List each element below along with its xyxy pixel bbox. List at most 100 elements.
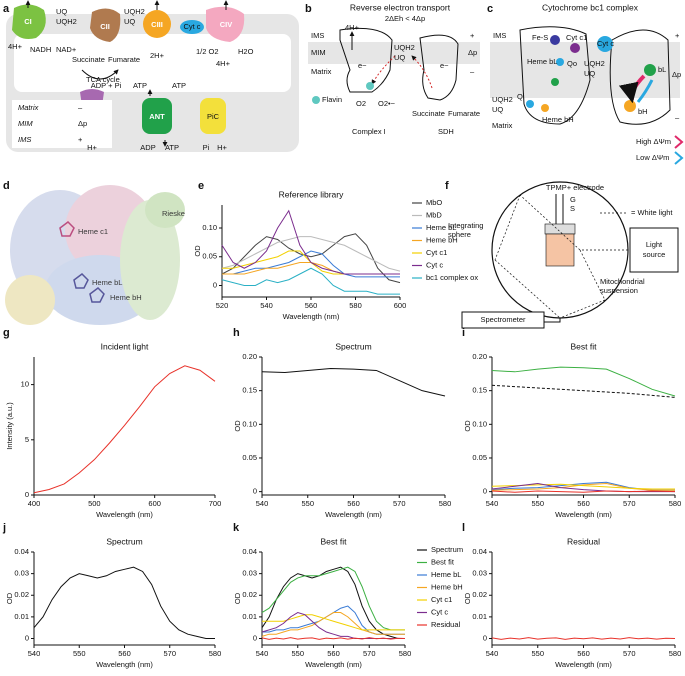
- label: Complex I: [352, 127, 386, 136]
- x-tick-label: 540: [28, 649, 41, 658]
- y-tick-label: 0: [253, 487, 257, 496]
- y-tick-label: 10: [21, 380, 29, 389]
- bc1-outline: [609, 29, 671, 125]
- spectrometer: [461, 311, 545, 329]
- chart-title: Best fit: [321, 536, 348, 546]
- label: High ΔΨm: [636, 137, 671, 146]
- y-axis-label: OD: [233, 420, 242, 432]
- ant: [142, 98, 172, 134]
- panel-letter: g: [3, 327, 10, 339]
- label: suspension: [600, 286, 638, 295]
- label: Cyt c: [597, 39, 614, 48]
- y-tick-label: 0.20: [472, 352, 487, 361]
- chart: Spectrum 0 0.01 0.02 0.03 0.04 540 550 560 570 580…: [5, 536, 221, 669]
- legend-label: Heme bL: [426, 223, 456, 232]
- label: +: [675, 31, 680, 40]
- x-tick-label: 580: [669, 649, 682, 658]
- x-tick-label: 400: [28, 499, 41, 508]
- chart-title: Spectrum: [335, 341, 371, 351]
- label: O2: [356, 99, 366, 108]
- y-tick-label: 0.04: [472, 547, 487, 556]
- label: IMS: [493, 31, 506, 40]
- label: Light: [646, 240, 663, 249]
- y-tick-label: 0.05: [472, 453, 487, 462]
- y-tick-label: 0.15: [472, 386, 487, 395]
- chart-title: Best fit: [571, 341, 598, 351]
- label: ATP: [172, 81, 186, 90]
- label: Succinate: [72, 55, 105, 64]
- label: H+: [217, 143, 227, 152]
- series-line: [221, 233, 401, 284]
- suspension: [545, 233, 575, 267]
- y-axis-label: Intensity (a.u.): [5, 402, 14, 450]
- x-tick-label: 520: [216, 301, 229, 310]
- chart-title: Spectrum: [106, 536, 142, 546]
- series-line: [491, 483, 675, 491]
- x-tick-label: 560: [305, 301, 318, 310]
- panel-b: Reverse electron transport 2ΔEh < 4Δp IM…: [308, 2, 480, 136]
- label: Cyt c1: [566, 33, 587, 42]
- y-tick-label: 0.10: [242, 419, 257, 428]
- series-line: [261, 566, 405, 631]
- title: Reverse electron transport: [350, 2, 451, 12]
- label: IMS: [311, 31, 324, 40]
- y-tick-label: 0: [253, 633, 257, 642]
- fiber: [544, 318, 561, 323]
- label: UQH2: [124, 7, 145, 16]
- x-tick-label: 560: [118, 649, 131, 658]
- x-tick-label: 560: [327, 649, 340, 658]
- series-line: [261, 367, 446, 397]
- label: G: [570, 195, 576, 204]
- x-tick-label: 570: [623, 649, 636, 658]
- bc1-outline: [519, 26, 591, 125]
- label: 2H+: [150, 51, 165, 60]
- light-source: [629, 227, 679, 273]
- panel-letter: h: [233, 327, 240, 339]
- label: ADP + Pi: [91, 81, 122, 90]
- membrane: [308, 42, 480, 64]
- label: = White light: [631, 208, 673, 217]
- label: UQH2: [584, 59, 605, 68]
- y-tick-label: 0: [25, 633, 29, 642]
- series-line: [491, 384, 676, 398]
- label: CII: [100, 22, 110, 31]
- heme-bh: [541, 104, 549, 112]
- label: Heme bH: [110, 293, 142, 302]
- electron-path: [371, 55, 396, 85]
- x-tick-label: 570: [363, 649, 376, 658]
- series-line: [33, 365, 216, 494]
- label: NAD+: [56, 45, 77, 54]
- label: H2O: [238, 47, 254, 56]
- label: Fumarate: [448, 109, 480, 118]
- label: Δp: [468, 48, 477, 57]
- panel-letters: a b c d e f g h i j k l: [2, 3, 493, 534]
- chart: Incident light 0 5 10 400 500 600 700 Wavelength…: [5, 341, 221, 519]
- series-line: [222, 250, 400, 278]
- bl-site: [644, 64, 656, 76]
- series-line: [491, 366, 676, 397]
- light-paths: [494, 194, 628, 319]
- series-line: [221, 236, 401, 272]
- label: Pi: [203, 143, 210, 152]
- legend-label: Cyt c1: [426, 248, 447, 257]
- x-tick-label: 560: [347, 499, 360, 508]
- potential-arrow: [618, 74, 646, 104]
- heme: [551, 78, 559, 86]
- chart: Residual 0 0.01 0.02 0.03 0.04 540 550 560 570 580…: [463, 536, 681, 669]
- y-tick-label: 0.05: [242, 453, 257, 462]
- y-axis-label: OD: [233, 592, 242, 604]
- legend-box: [12, 100, 112, 148]
- x-tick-label: 540: [260, 301, 273, 310]
- x-tick-label: 600: [148, 499, 161, 508]
- heme-bl: [73, 273, 89, 289]
- complex-ii: [90, 8, 121, 43]
- x-axis-label: Wavelength (nm): [325, 510, 382, 519]
- label: +: [78, 135, 83, 144]
- label: UQH2: [492, 95, 513, 104]
- title: Cytochrome bc1 complex: [542, 2, 639, 12]
- x-tick-label: 560: [577, 499, 590, 508]
- x-tick-label: 580: [439, 499, 452, 508]
- label: CI: [24, 17, 32, 26]
- legend-arrow: [674, 135, 684, 149]
- chart: Reference library 0 0.05 0.10 520 540 560 580 60…: [193, 189, 478, 321]
